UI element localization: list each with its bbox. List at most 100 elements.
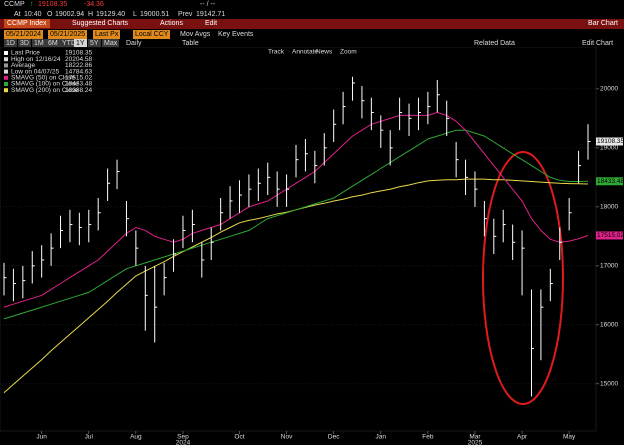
x-tick-label: Jul bbox=[85, 434, 94, 441]
legend-swatch bbox=[4, 51, 8, 55]
x-tick-label: Dec bbox=[328, 434, 340, 441]
legend-value: 20204.58 bbox=[65, 56, 92, 63]
legend-label: Average bbox=[11, 62, 35, 69]
value-tag bbox=[596, 137, 623, 146]
legend-label: High on 12/16/24 bbox=[11, 56, 61, 63]
open: 19002.94 bbox=[55, 11, 85, 18]
high: 19129.40 bbox=[96, 11, 126, 18]
view-name: Bar Chart bbox=[588, 20, 618, 27]
range-button[interactable]: 1D bbox=[4, 39, 17, 48]
currency-select[interactable]: Local CCY bbox=[133, 30, 171, 39]
start-date[interactable]: 05/21/2024 bbox=[4, 30, 44, 39]
range-button[interactable]: Max bbox=[102, 39, 120, 48]
legend-value: 19108.35 bbox=[65, 50, 92, 57]
x-tick-label: Sep bbox=[177, 434, 189, 441]
legend-value: 18433.48 bbox=[65, 81, 92, 88]
period-select[interactable]: Daily bbox=[126, 40, 142, 47]
value-tag bbox=[596, 231, 623, 240]
related-data[interactable]: Related Data bbox=[474, 40, 515, 47]
high-label: H bbox=[88, 11, 94, 18]
toggle[interactable]: Mov Avgs bbox=[180, 31, 211, 38]
range-button[interactable]: 6M bbox=[46, 39, 60, 48]
value-tag bbox=[596, 177, 623, 186]
controls-row: 05/21/2024 05/21/2025 Last Px Local CCY … bbox=[0, 30, 624, 39]
x-tick-label: Apr bbox=[517, 434, 528, 441]
range-button[interactable]: 3D bbox=[18, 39, 31, 48]
value-tag-label: 18433.48 bbox=[597, 178, 624, 185]
legend-label: SMAVG (200) on Close bbox=[11, 87, 79, 94]
quote-row: At 10:40 O 19002.94 H 19129.40 L 19000.5… bbox=[0, 10, 624, 19]
x-year-label: 2024 bbox=[176, 440, 191, 445]
menu-item[interactable]: Edit bbox=[205, 20, 218, 27]
moving-average-line bbox=[3, 111, 589, 308]
y-tick-label: 16000 bbox=[600, 322, 618, 329]
legend-swatch bbox=[4, 82, 8, 86]
x-tick-label: Aug bbox=[130, 434, 142, 441]
header-row: CCMP ↑ 19108.35 -34.36 -- / -- bbox=[0, 0, 624, 10]
table-button[interactable]: Table bbox=[182, 40, 199, 47]
y-tick-label: 19000 bbox=[600, 145, 618, 152]
legend-label: SMAVG (100) on Close bbox=[11, 81, 79, 88]
legend-label: Last Price bbox=[11, 50, 40, 57]
highlight-ellipse bbox=[482, 151, 564, 405]
x-tick-label: Oct bbox=[234, 434, 244, 441]
x-tick-label: Feb bbox=[422, 434, 434, 441]
chart-tool[interactable]: News bbox=[316, 49, 333, 56]
field-select[interactable]: Last Px bbox=[93, 30, 121, 39]
x-year-label: 2025 bbox=[468, 440, 483, 445]
edit-chart[interactable]: Edit Chart bbox=[582, 40, 614, 47]
x-tick-label: Mar bbox=[469, 434, 481, 441]
menu-item[interactable]: Suggested Charts bbox=[72, 20, 129, 27]
legend-swatch bbox=[4, 57, 8, 62]
prev-label: Prev bbox=[178, 11, 193, 18]
range-button[interactable]: 1Y bbox=[74, 39, 87, 48]
chart-tool[interactable]: Zoom bbox=[340, 49, 357, 56]
ticker: CCMP bbox=[4, 1, 25, 8]
range-button[interactable]: 1M bbox=[32, 39, 46, 48]
x-tick-label: Jan bbox=[376, 434, 387, 441]
low-label: L bbox=[133, 11, 137, 18]
y-tick-label: 18000 bbox=[600, 204, 618, 211]
legend-label: Low on 04/07/25 bbox=[11, 68, 59, 75]
legend-label: SMAVG (50) on Close bbox=[11, 75, 75, 82]
x-tick-label: May bbox=[563, 434, 576, 441]
menu-bar: CCMP Index Suggested Charts Actions Edit… bbox=[0, 19, 624, 29]
legend-value: 18222.86 bbox=[65, 62, 92, 69]
price-change: -34.36 bbox=[84, 1, 104, 8]
legend-swatch bbox=[4, 88, 8, 93]
range-button[interactable]: YTD bbox=[60, 39, 78, 48]
low: 19000.51 bbox=[140, 11, 170, 18]
prev: 19142.71 bbox=[196, 11, 226, 18]
range-button[interactable]: 5Y bbox=[88, 39, 101, 48]
legend-value: 14784.63 bbox=[65, 68, 92, 75]
plot-area bbox=[0, 47, 597, 432]
value-tag-label: 17515.02 bbox=[597, 232, 624, 239]
chart-tool[interactable]: Annotate bbox=[292, 49, 318, 56]
x-tick-label: Nov bbox=[281, 434, 293, 441]
time: 10:40 bbox=[24, 11, 42, 18]
security-field[interactable]: CCMP Index bbox=[4, 19, 50, 28]
x-tick-label: Jun bbox=[36, 434, 47, 441]
moving-average-line bbox=[3, 129, 589, 320]
range-row: Daily Table Related Data Edit Chart 1D 3D… bbox=[0, 39, 624, 48]
end-date[interactable]: 05/21/2025 bbox=[48, 30, 88, 39]
toggle[interactable]: Key Events bbox=[218, 31, 254, 38]
value-tag-label: 19108.35 bbox=[597, 138, 624, 145]
bid-ask: -- / -- bbox=[200, 1, 216, 8]
open-label: O bbox=[47, 11, 53, 18]
legend-value: 17515.02 bbox=[65, 75, 92, 82]
legend-swatch bbox=[4, 69, 8, 74]
legend-swatch bbox=[4, 75, 8, 80]
up-arrow-icon: ↑ bbox=[30, 1, 34, 8]
y-tick-label: 15000 bbox=[600, 381, 618, 388]
time-label: At bbox=[14, 11, 21, 18]
y-tick-label: 20000 bbox=[600, 86, 618, 93]
legend-swatch bbox=[4, 63, 8, 68]
legend-value: 18388.24 bbox=[65, 87, 92, 94]
menu-item[interactable]: Actions bbox=[160, 20, 183, 27]
y-tick-label: 17000 bbox=[600, 263, 618, 270]
last-price: 19108.35 bbox=[38, 1, 68, 8]
chart-tool[interactable]: Track bbox=[268, 49, 285, 56]
